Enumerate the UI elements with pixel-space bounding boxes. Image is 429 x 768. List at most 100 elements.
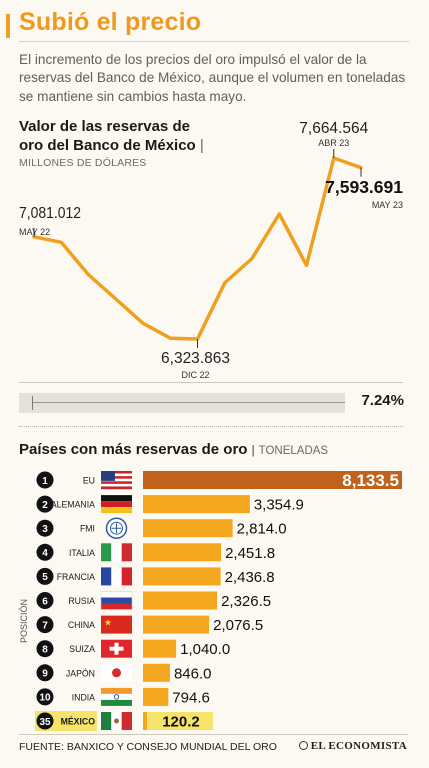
line-chart-title-pipe: | xyxy=(199,137,204,154)
country-label-3: FMI xyxy=(80,523,95,533)
position-number-4: 4 xyxy=(42,548,48,559)
label-abr23-value: 7,664.564 xyxy=(299,120,368,137)
position-badge-11 xyxy=(36,712,54,730)
page-title: Subió el precio xyxy=(19,8,202,36)
bar-5 xyxy=(143,567,221,586)
title-accent-bar xyxy=(6,14,10,38)
position-number-6: 6 xyxy=(42,596,48,607)
bar-8 xyxy=(143,639,177,658)
line-chart: 7,081.012 MAY 22 6,323.863 DIC 22 7,664.564A… xyxy=(19,120,403,380)
position-badge-4 xyxy=(36,543,54,561)
country-label-6: RUSIA xyxy=(68,596,96,606)
svg-text:★: ★ xyxy=(104,618,112,628)
france-flag xyxy=(101,567,132,586)
bar-2 xyxy=(143,495,250,514)
line-chart-title-line2: oro del Banco de México xyxy=(19,137,196,154)
bar-3 xyxy=(143,519,233,538)
italy-flag xyxy=(101,543,132,562)
position-badge-6 xyxy=(36,592,54,609)
position-number-11: 35 xyxy=(39,717,51,728)
label-abr23-date: ABR 23 xyxy=(318,138,349,148)
brand-name: EL ECONOMISTA xyxy=(310,740,407,752)
position-badge-7 xyxy=(36,616,54,634)
label-dic22-date: DIC 22 xyxy=(181,370,209,380)
title-divider xyxy=(19,41,409,42)
bar-6 xyxy=(143,591,218,610)
bar-chart-title-wrap: Países con más reservas de oro | TONELADA… xyxy=(19,441,328,458)
line-chart-title-line1: Valor de las reservas de xyxy=(19,118,190,135)
bar-4 xyxy=(143,543,222,562)
bar-chart-unit: TONELADAS xyxy=(258,445,329,457)
country-label-2: ALEMANIA xyxy=(51,499,96,509)
position-number-5: 5 xyxy=(42,572,48,583)
bar-chart-unit-wrap: | TONELADAS xyxy=(252,445,328,457)
country-label-7: CHINA xyxy=(68,620,96,630)
value-label-1: 8,133.5 xyxy=(342,471,399,490)
russia-flag xyxy=(100,591,133,610)
value-label-2: 3,354.9 xyxy=(254,497,304,514)
position-number-2: 2 xyxy=(42,500,48,511)
source-note: FUENTE: BANXICO Y CONSEJO MUNDIAL DEL OR… xyxy=(19,741,277,753)
china-flag: ★ xyxy=(101,615,132,634)
value-label-3: 2,814.0 xyxy=(237,521,287,538)
value-label-4: 2,451.8 xyxy=(225,545,275,562)
position-number-9: 9 xyxy=(42,669,48,680)
position-number-8: 8 xyxy=(42,645,48,656)
country-label-5: FRANCIA xyxy=(57,572,96,582)
bar-9 xyxy=(143,663,170,682)
imf-logo xyxy=(105,517,128,539)
position-badge-9 xyxy=(36,664,54,682)
value-label-6: 2,326.5 xyxy=(221,593,271,610)
value-label-10: 794.6 xyxy=(172,689,210,706)
change-bar-tick xyxy=(32,396,33,410)
dotted-divider xyxy=(19,426,403,427)
line-chart-title-line2-wrap: oro del Banco de México | xyxy=(19,136,204,155)
bar-10 xyxy=(143,687,169,706)
label-may22-value: 7,081.012 xyxy=(19,205,81,222)
bar-11 xyxy=(143,712,147,730)
section-divider xyxy=(19,382,403,383)
value-label-11: 120.2 xyxy=(162,714,200,731)
value-label-8: 1,040.0 xyxy=(180,641,230,658)
change-bar xyxy=(19,393,345,413)
position-badge-5 xyxy=(36,567,54,585)
bar-7 xyxy=(143,615,210,634)
india-flag xyxy=(101,687,132,706)
position-badge-1 xyxy=(36,471,54,489)
position-badge-3 xyxy=(36,519,54,537)
change-bar-line xyxy=(33,402,345,403)
change-percent: 7.24% xyxy=(361,392,404,409)
position-number-7: 7 xyxy=(42,620,48,631)
position-badge-10 xyxy=(36,688,54,706)
country-label-9: JAPÓN xyxy=(66,668,95,678)
position-number-1: 1 xyxy=(42,476,48,487)
bar-chart-title: Países con más reservas de oro xyxy=(19,441,248,458)
germany-flag xyxy=(101,495,132,514)
country-label-4: ITALIA xyxy=(69,547,96,557)
country-label-1: EU xyxy=(83,475,95,485)
bar-chart-title-pipe: | xyxy=(251,445,255,457)
value-label-9: 846.0 xyxy=(174,665,212,682)
japan-flag xyxy=(101,663,132,682)
page-subtitle: El incremento de los precios del oro imp… xyxy=(19,52,406,104)
value-label-5: 2,436.8 xyxy=(225,569,275,586)
mexico-flag xyxy=(101,712,132,730)
usa-flag xyxy=(101,471,132,490)
country-label-11: MÉXICO xyxy=(61,716,95,726)
brand-mark-icon xyxy=(298,741,308,750)
country-label-8: SUIZA xyxy=(69,644,96,654)
line-chart-unit: MILLONES DE DÓLARES xyxy=(19,157,147,169)
label-dic22-value: 6,323.863 xyxy=(161,350,230,367)
footer-divider xyxy=(19,734,408,735)
brand-logo: EL ECONOMISTA xyxy=(298,740,407,752)
position-badge-2 xyxy=(36,495,54,513)
value-label-7: 2,076.5 xyxy=(213,617,263,634)
label-may22-date: MAY 22 xyxy=(19,227,50,237)
mexico-value-highlight xyxy=(147,712,213,730)
label-may23-date: MAY 23 xyxy=(372,200,403,210)
line-chart-title: Valor de las reservas de oro del Banco d… xyxy=(19,117,204,155)
bar-1 xyxy=(143,471,402,489)
country-label-10: INDIA xyxy=(72,692,96,702)
